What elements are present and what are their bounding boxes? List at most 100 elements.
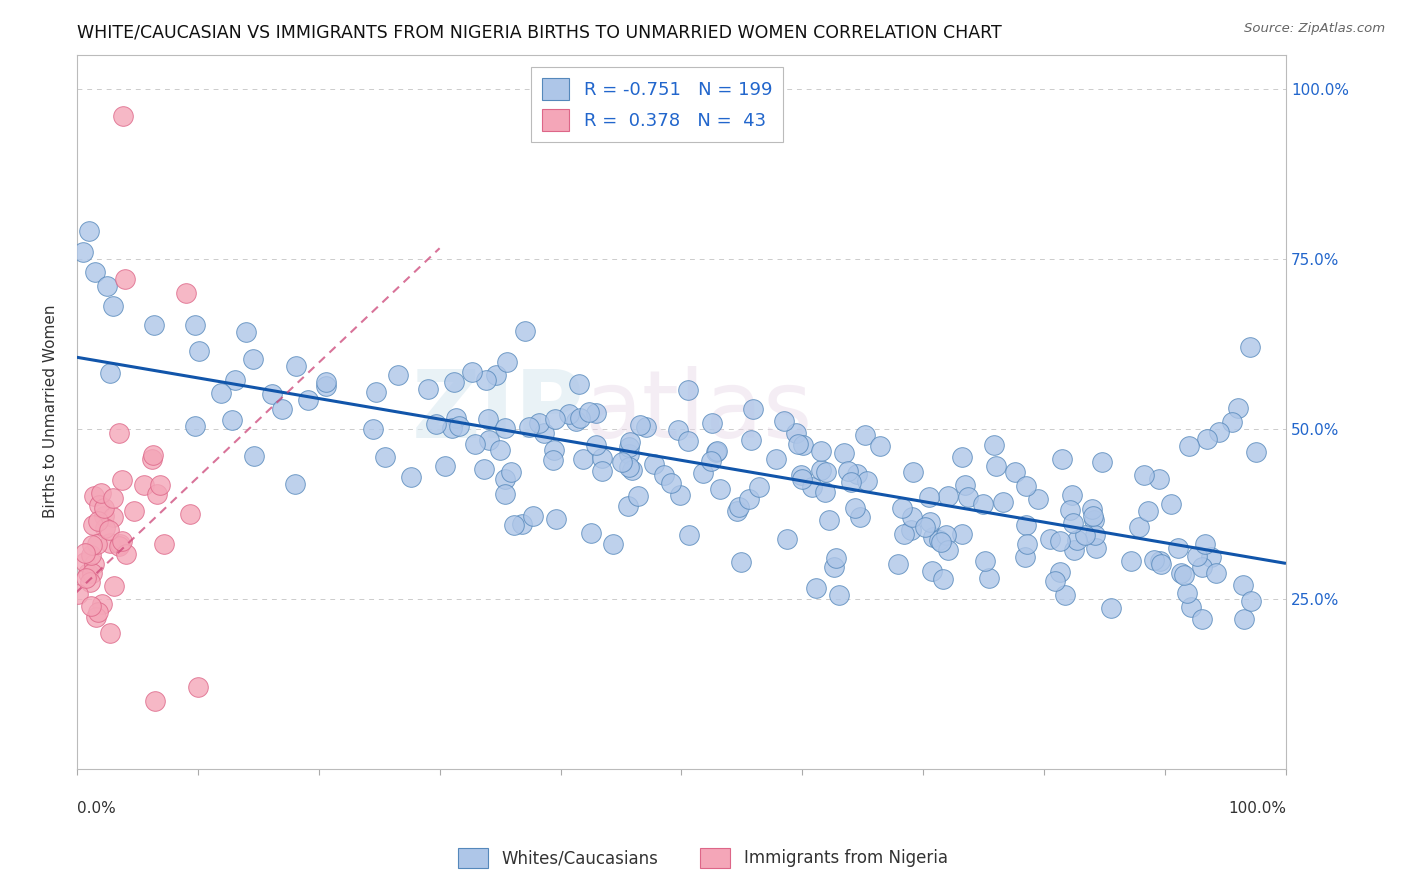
Point (738, 491, 761, 506)
Point (901, 509, 924, 524)
Text: Source: ZipAtlas.com: Source: ZipAtlas.com (1244, 22, 1385, 36)
Point (953, 478, 976, 492)
Point (668, 423, 690, 437)
Point (1233, 612, 1256, 626)
Point (93, 508, 115, 523)
Point (706, 443, 728, 458)
Point (1062, 516, 1084, 530)
Point (533, 425, 555, 440)
Point (709, 483, 731, 497)
Point (87, 514, 110, 528)
Point (1004, 466, 1026, 480)
Point (903, 465, 925, 479)
Point (578, 405, 600, 419)
Point (1197, 432, 1219, 446)
Point (544, 511, 567, 525)
Point (461, 365, 484, 379)
Point (1133, 468, 1156, 483)
Point (73, 546, 96, 560)
Point (472, 462, 495, 476)
Point (823, 560, 845, 574)
Point (1180, 599, 1202, 614)
Point (98, 536, 121, 550)
Point (1074, 528, 1097, 542)
Point (87, 605, 110, 619)
Point (93, 500, 115, 515)
Point (499, 465, 522, 479)
Point (1150, 557, 1173, 571)
Point (845, 467, 868, 482)
Point (1149, 554, 1171, 568)
Point (922, 530, 945, 544)
Point (785, 425, 807, 440)
Point (1191, 559, 1213, 574)
Point (557, 407, 579, 421)
Point (669, 488, 692, 502)
Point (98, 366, 121, 380)
Point (84, 265, 107, 279)
Point (1173, 567, 1195, 582)
Point (235, 325, 257, 339)
Point (441, 421, 464, 435)
Point (90, 485, 112, 500)
Point (1054, 588, 1077, 602)
Point (1119, 554, 1142, 568)
Point (704, 445, 727, 459)
Point (628, 417, 651, 432)
Point (145, 693, 167, 707)
Point (856, 475, 879, 489)
Point (494, 421, 516, 435)
Point (108, 426, 131, 441)
Point (853, 428, 876, 442)
Point (80, 538, 103, 552)
Point (87, 499, 110, 513)
Point (83, 490, 105, 504)
Point (810, 463, 832, 477)
Point (80, 548, 103, 562)
Point (111, 473, 134, 487)
Point (364, 385, 387, 400)
Point (82, 518, 104, 533)
Point (619, 441, 641, 455)
Point (443, 375, 465, 389)
Point (700, 454, 723, 468)
Point (544, 412, 567, 426)
Point (110, 534, 132, 549)
Point (619, 434, 641, 449)
Point (800, 480, 823, 494)
Point (1194, 537, 1216, 551)
Point (98, 625, 121, 640)
Point (1026, 491, 1049, 506)
Point (1178, 439, 1201, 453)
Point (75, 571, 97, 585)
Point (315, 379, 337, 393)
Point (502, 518, 524, 533)
Point (513, 324, 536, 338)
Point (83, 558, 105, 572)
Point (932, 572, 955, 586)
Point (1015, 536, 1038, 550)
Point (1187, 549, 1209, 563)
Point (1015, 479, 1038, 493)
Point (77, 566, 100, 580)
Point (1128, 520, 1150, 534)
Point (146, 487, 169, 501)
Point (1066, 533, 1088, 548)
Point (1170, 566, 1192, 581)
Point (1049, 533, 1071, 548)
Point (725, 504, 748, 518)
Point (141, 451, 163, 466)
Point (115, 547, 138, 561)
Point (67, 587, 90, 601)
Point (1081, 509, 1104, 524)
Point (122, 503, 145, 517)
Point (1205, 566, 1227, 581)
Point (80, 566, 103, 581)
Point (565, 414, 588, 428)
Point (568, 377, 591, 392)
Point (153, 537, 176, 551)
Text: 0.0%: 0.0% (77, 801, 115, 816)
Point (184, 318, 207, 332)
Point (101, 491, 124, 505)
Point (728, 500, 751, 515)
